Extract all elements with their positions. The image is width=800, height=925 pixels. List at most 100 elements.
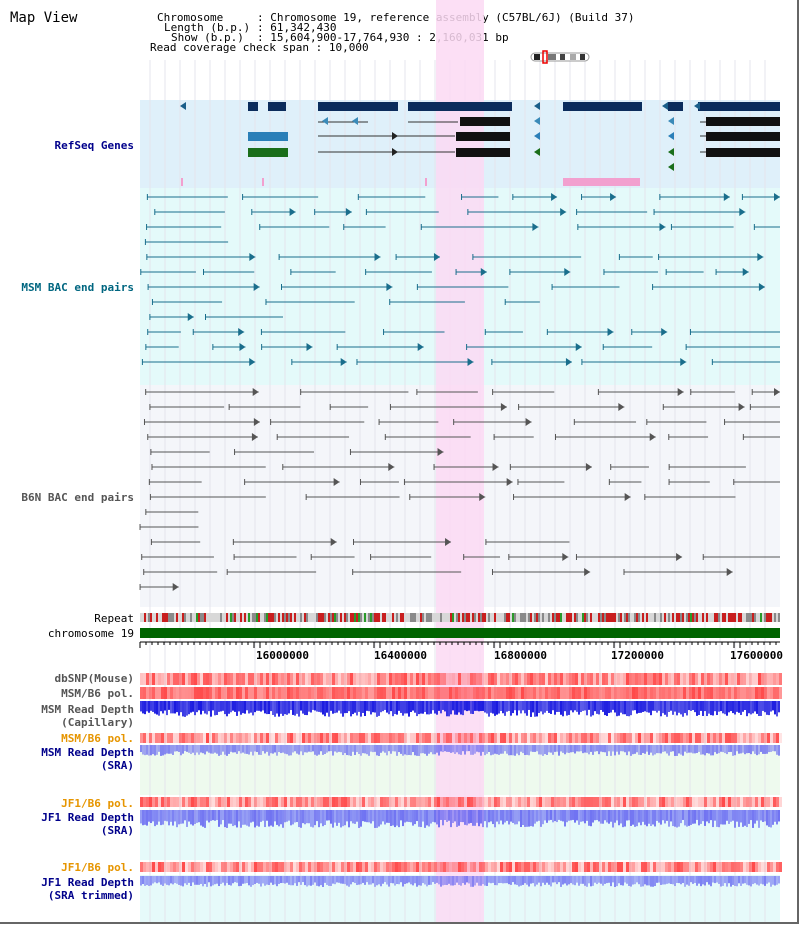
repeat-element <box>568 613 570 622</box>
depth-bar <box>286 876 288 883</box>
heat-cell <box>380 862 383 872</box>
depth-bar <box>274 876 276 885</box>
heat-cell <box>557 673 560 685</box>
heat-cell <box>209 687 212 699</box>
heat-cell <box>473 673 476 685</box>
depth-bar <box>204 701 206 714</box>
track-label-msm-bac[interactable]: MSM BAC end pairs <box>21 281 134 294</box>
heat-cell <box>164 733 167 743</box>
depth-bar <box>776 701 778 717</box>
heat-cell <box>695 687 698 699</box>
heat-cell <box>299 673 302 685</box>
heat-cell <box>392 687 395 699</box>
repeat-element <box>300 613 302 622</box>
heat-cell <box>680 862 683 872</box>
depth-bar <box>624 876 626 883</box>
heat-cell <box>686 733 689 743</box>
depth-bar <box>172 701 174 714</box>
depth-bar <box>364 701 366 716</box>
heat-cell <box>671 862 674 872</box>
depth-bar <box>760 701 762 716</box>
heat-cell <box>647 797 650 807</box>
depth-bar <box>162 810 164 825</box>
heat-cell <box>740 687 743 699</box>
depth-bar <box>512 745 514 756</box>
depth-bar <box>770 745 772 752</box>
depth-bar <box>766 701 768 715</box>
heat-cell <box>452 862 455 872</box>
track-label-refseq[interactable]: RefSeq Genes <box>54 139 134 152</box>
heat-cell <box>383 797 386 807</box>
heat-cell <box>599 797 602 807</box>
heat-cell <box>440 687 443 699</box>
depth-bar <box>366 745 368 755</box>
depth-bar <box>666 810 668 821</box>
depth-bar <box>212 810 214 821</box>
depth-bar <box>528 701 530 710</box>
heat-cell <box>545 673 548 685</box>
heat-cell <box>386 673 389 685</box>
depth-bar <box>406 745 408 756</box>
depth-bar <box>142 745 144 755</box>
heat-cell <box>266 862 269 872</box>
heat-cell <box>329 733 332 743</box>
track-label-b6n-bac[interactable]: B6N BAC end pairs <box>21 491 134 504</box>
heat-cell <box>611 862 614 872</box>
repeat-element <box>374 613 376 622</box>
depth-bar <box>270 876 272 883</box>
depth-bar <box>712 876 714 883</box>
depth-bar <box>334 810 336 823</box>
depth-bar <box>324 745 326 754</box>
depth-bar <box>422 810 424 822</box>
repeat-element <box>748 613 750 622</box>
heat-cell <box>707 673 710 685</box>
heat-cell <box>260 687 263 699</box>
repeat-element <box>660 613 662 622</box>
heat-cell <box>194 797 197 807</box>
depth-bar <box>474 876 476 886</box>
repeat-element <box>734 613 736 622</box>
depth-bar <box>186 810 188 827</box>
heat-cell <box>413 862 416 872</box>
repeat-element <box>692 613 694 622</box>
heat-cell <box>203 687 206 699</box>
depth-bar <box>674 876 676 887</box>
repeat-element <box>280 613 282 622</box>
depth-bar <box>592 810 594 823</box>
depth-bar <box>566 810 568 823</box>
bac-end-arrow <box>610 193 617 201</box>
heat-cell <box>758 733 761 743</box>
depth-bar <box>702 876 704 885</box>
heat-cell <box>605 797 608 807</box>
heat-cell <box>323 673 326 685</box>
heat-cell <box>461 862 464 872</box>
heat-cell <box>683 687 686 699</box>
depth-bar <box>556 745 558 752</box>
depth-bar <box>396 876 398 884</box>
heat-cell <box>554 687 557 699</box>
heat-cell <box>764 673 767 685</box>
heat-cell <box>677 733 680 743</box>
depth-bar <box>698 810 700 826</box>
depth-bar <box>198 701 200 711</box>
repeat-element <box>468 613 470 622</box>
heat-cell <box>377 862 380 872</box>
depth-bar <box>556 701 558 712</box>
heat-cell <box>320 862 323 872</box>
repeat-element <box>290 613 292 622</box>
depth-bar <box>626 701 628 717</box>
depth-bar <box>774 701 776 715</box>
depth-bar <box>442 810 444 826</box>
refseq-gene <box>268 102 286 111</box>
repeat-element <box>302 613 304 622</box>
heat-cell <box>374 862 377 872</box>
depth-bar <box>374 876 376 887</box>
depth-bar <box>412 745 414 753</box>
heat-cell <box>557 687 560 699</box>
bac-end-arrow <box>758 283 765 291</box>
heat-cell <box>344 733 347 743</box>
heat-cell <box>521 862 524 872</box>
heat-cell <box>632 673 635 685</box>
heat-cell <box>242 673 245 685</box>
